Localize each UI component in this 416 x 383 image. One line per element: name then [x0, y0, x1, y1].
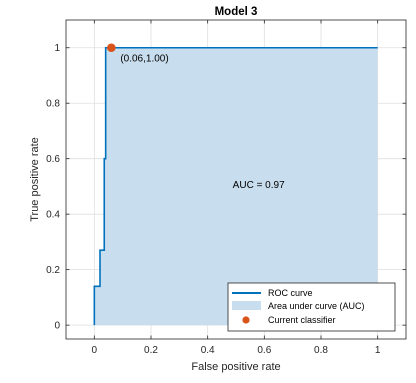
legend-roc-label: ROC curve — [268, 288, 313, 298]
y-tick-label-0: 0 — [54, 321, 60, 332]
legend-auc-label: Area under curve (AUC) — [268, 301, 365, 311]
y-tick-label-4: 0.8 — [46, 99, 60, 110]
current-classifier-annotation: (0.06,1.00) — [120, 54, 168, 65]
y-tick-label-3: 0.6 — [46, 154, 60, 165]
legend-auc-swatch — [232, 301, 261, 310]
roc-curve-line — [93, 46, 378, 326]
x-axis-label: False positive rate — [191, 361, 280, 373]
y-tick-label-2: 0.4 — [46, 210, 60, 221]
y-tick-label-5: 1 — [54, 43, 60, 54]
current-classifier-marker — [107, 43, 116, 53]
chart-title: Model 3 — [215, 6, 258, 18]
x-tick-label-2: 0.4 — [201, 345, 215, 356]
x-tick-label-0: 0 — [92, 345, 98, 356]
y-axis-label: True positive rate — [29, 137, 41, 222]
x-tick-label-4: 0.8 — [314, 345, 328, 356]
ticks: 0 0.2 0.4 0.6 0.8 1 0 0.2 0.4 0.6 0.8 1 — [46, 20, 406, 356]
x-tick-label-3: 0.6 — [257, 345, 271, 356]
y-tick-label-1: 0.2 — [46, 265, 60, 276]
legend-classifier-swatch — [242, 316, 250, 324]
auc-area — [94, 47, 378, 326]
x-tick-label-1: 0.2 — [144, 345, 158, 356]
legend: ROC curve Area under curve (AUC) Current… — [227, 282, 396, 332]
legend-classifier-label: Current classifier — [268, 315, 336, 325]
axes-box — [65, 19, 407, 340]
x-tick-label-5: 1 — [375, 345, 381, 356]
auc-annotation: AUC = 0.97 — [233, 180, 285, 191]
